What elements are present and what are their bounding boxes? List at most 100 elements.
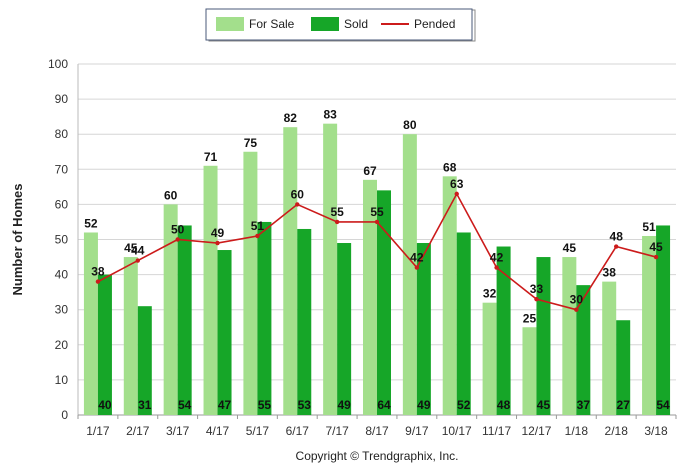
sold-bar <box>616 320 631 415</box>
for-sale-value-label: 82 <box>284 111 298 125</box>
sold-bar <box>137 306 152 415</box>
copyright-text: Copyright © Trendgraphix, Inc. <box>296 449 459 463</box>
for-sale-bar <box>123 257 138 415</box>
for-sale-bar <box>283 127 298 416</box>
x-tick-label: 1/18 <box>565 424 589 438</box>
y-tick-label: 10 <box>55 373 69 387</box>
for-sale-value-label: 25 <box>523 311 537 325</box>
pended-point <box>215 240 220 246</box>
pended-point <box>414 265 420 270</box>
for-sale-bar <box>323 123 338 416</box>
pended-value-label: 42 <box>410 251 424 265</box>
pended-point <box>255 233 260 239</box>
x-tick-label: 11/17 <box>482 424 511 438</box>
pended-point <box>494 265 499 270</box>
sold-bar <box>576 285 591 415</box>
pended-value-label: 55 <box>370 205 384 219</box>
for-sale-value-label: 38 <box>603 266 617 280</box>
legend-swatch-sold <box>311 17 339 31</box>
pended-value-label: 42 <box>490 251 504 265</box>
sold-bar <box>656 225 671 415</box>
for-sale-bar <box>522 327 537 415</box>
x-tick-label: 12/17 <box>521 424 551 438</box>
sold-bar <box>496 246 511 415</box>
y-tick-label: 20 <box>55 338 69 352</box>
pended-point <box>175 237 180 242</box>
y-tick-label: 40 <box>55 268 69 282</box>
pended-line-group <box>95 191 659 312</box>
sold-value-label: 40 <box>98 398 112 412</box>
sold-value-label: 48 <box>497 398 511 412</box>
sold-bar <box>217 250 232 415</box>
sold-value-label: 37 <box>577 398 591 412</box>
legend: For Sale Sold Pended <box>205 8 476 42</box>
pended-value-label: 51 <box>251 219 265 233</box>
y-axis-ticks: 0 10 20 30 40 50 60 70 80 90 100 <box>48 57 68 422</box>
x-tick-label: 3/17 <box>166 424 190 438</box>
pended-value-label: 44 <box>131 244 145 258</box>
x-tick-label: 6/17 <box>286 424 310 438</box>
legend-label-sold: Sold <box>344 17 368 31</box>
for-sale-bar <box>562 257 577 415</box>
for-sale-bar <box>243 151 258 415</box>
sold-bar <box>536 257 551 415</box>
x-tick-label: 3/18 <box>644 424 668 438</box>
sold-bar <box>416 243 431 415</box>
x-tick-label: 9/17 <box>405 424 429 438</box>
y-tick-label: 30 <box>55 303 69 317</box>
pended-value-label: 48 <box>610 230 624 244</box>
y-tick-label: 100 <box>48 57 68 71</box>
sold-value-label: 55 <box>258 398 272 412</box>
pended-point <box>534 296 539 302</box>
for-sale-bar <box>482 302 497 415</box>
for-sale-value-label: 51 <box>642 220 656 234</box>
legend-swatch-for-sale <box>216 17 244 31</box>
x-tick-label: 10/17 <box>442 424 472 438</box>
x-tick-label: 8/17 <box>365 424 389 438</box>
sold-value-label: 64 <box>377 398 391 412</box>
pended-value-label: 38 <box>91 265 105 279</box>
sold-bar <box>257 221 272 415</box>
y-tick-label: 80 <box>55 127 69 141</box>
for-sale-bar <box>402 134 417 415</box>
pended-point <box>374 219 380 225</box>
sold-bar <box>177 225 192 415</box>
for-sale-value-label: 32 <box>483 287 497 301</box>
for-sale-value-label: 45 <box>124 241 138 255</box>
for-sale-bar <box>642 235 657 415</box>
pended-value-label: 49 <box>211 226 225 240</box>
x-tick-label: 2/17 <box>126 424 150 438</box>
for-sale-value-label: 52 <box>84 216 98 230</box>
x-axis-ticks: 1/17 2/17 3/17 4/17 5/17 6/17 7/17 8/17 9/17 10/1… <box>77 415 677 438</box>
for-sale-value-label: 83 <box>323 108 337 122</box>
sold-value-label: 54 <box>178 398 192 412</box>
y-tick-label: 70 <box>55 162 69 176</box>
pended-point <box>135 258 140 263</box>
for-sale-value-label: 71 <box>204 150 218 164</box>
for-sale-value-label: 45 <box>563 241 577 255</box>
x-tick-label: 5/17 <box>246 424 270 438</box>
for-sale-bar <box>163 204 178 415</box>
sold-bar <box>377 190 391 415</box>
sold-value-label: 54 <box>656 398 670 412</box>
y-axis-label: Number of Homes <box>10 184 25 296</box>
pended-value-label: 55 <box>330 205 344 219</box>
sold-bar <box>456 232 471 415</box>
pended-point <box>653 254 659 260</box>
for-sale-bar <box>363 179 377 415</box>
for-sale-bar <box>83 232 98 415</box>
pended-value-label: 45 <box>649 240 663 254</box>
pended-point <box>454 191 459 197</box>
for-sale-value-label: 67 <box>363 164 377 178</box>
x-tick-label: 7/17 <box>325 424 349 438</box>
pended-value-label: 60 <box>291 187 305 201</box>
sold-bar <box>297 228 312 415</box>
pended-value-label: 63 <box>450 177 464 191</box>
pended-value-label: 50 <box>171 223 185 237</box>
for-sale-value-label: 80 <box>403 118 417 132</box>
sold-value-label: 31 <box>138 398 152 412</box>
legend-frame <box>205 8 473 41</box>
legend-label-for-sale: For Sale <box>249 17 295 31</box>
sold-value-label: 47 <box>218 398 232 412</box>
